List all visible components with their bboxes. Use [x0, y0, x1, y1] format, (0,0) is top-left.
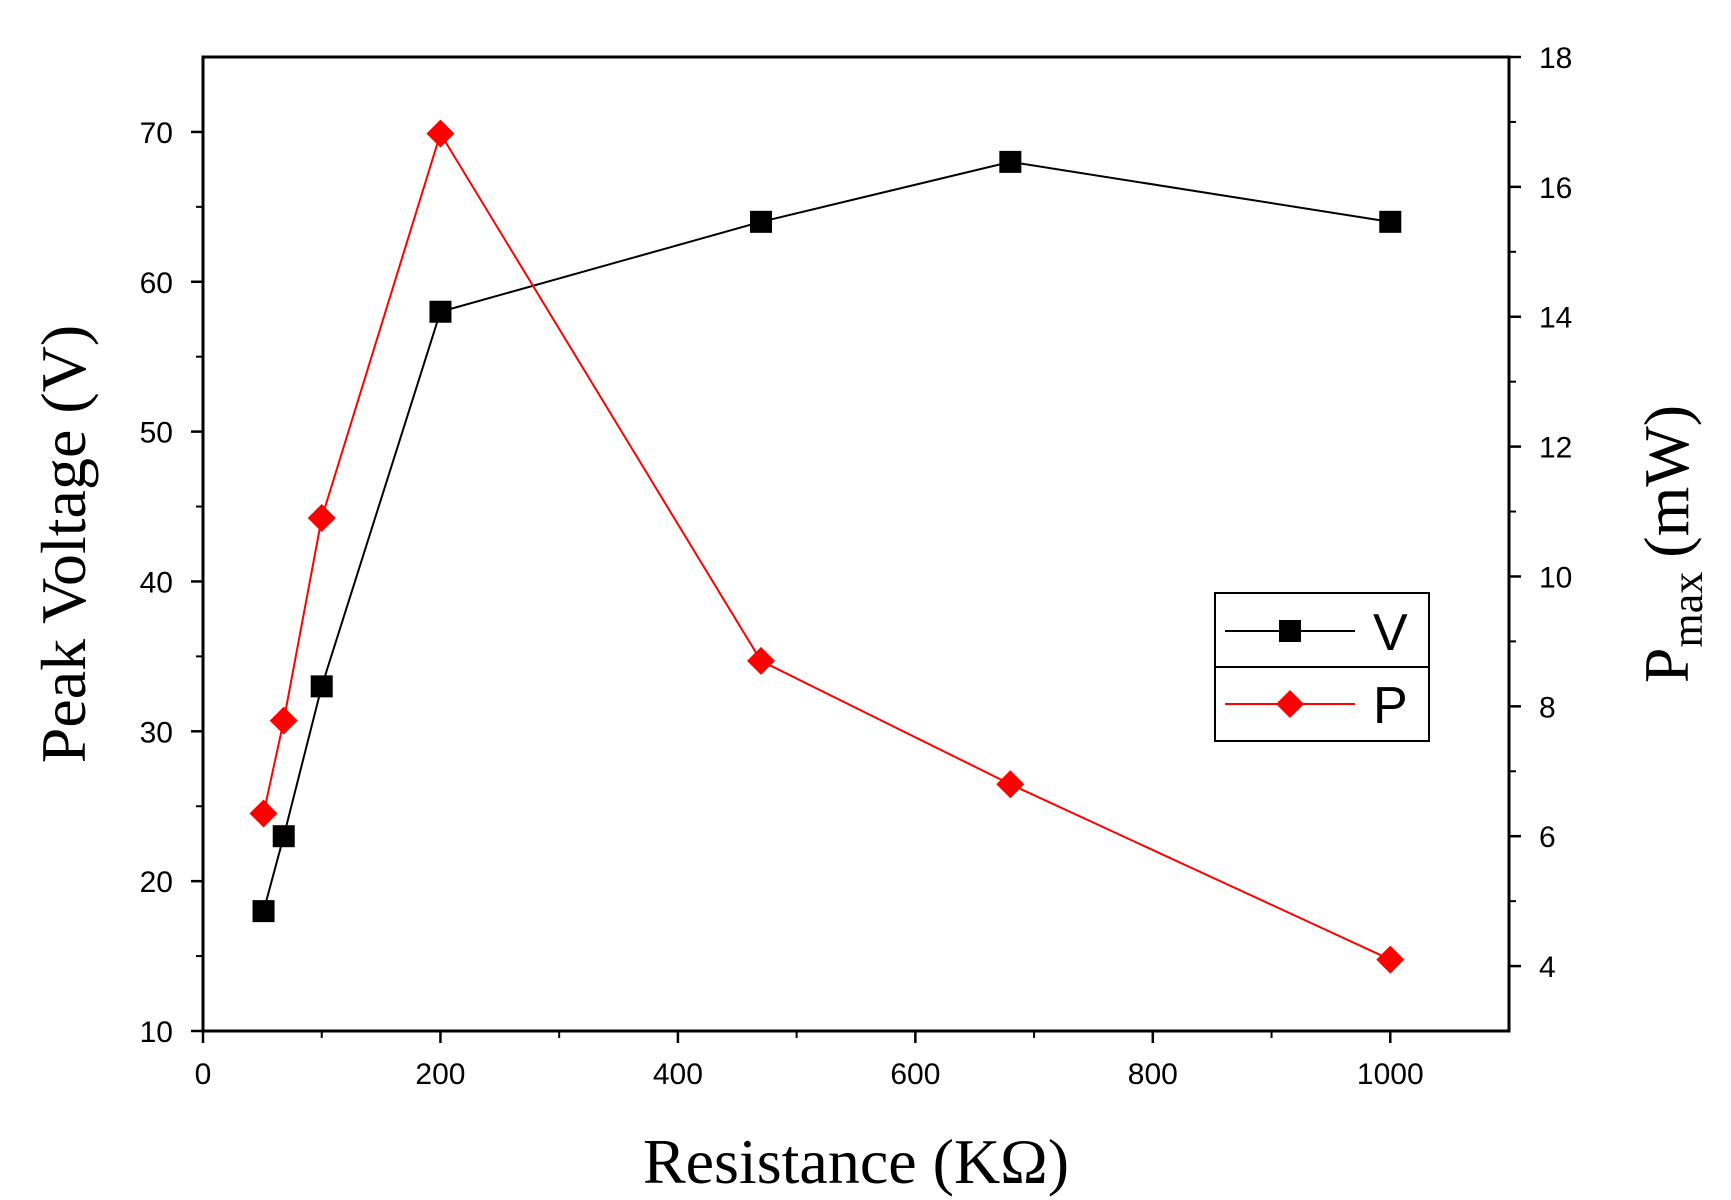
- x-tick-label: 1000: [1357, 1058, 1424, 1091]
- series-line-v: [262, 160, 1391, 912]
- data-point-v: [1379, 210, 1402, 233]
- y-left-tick-label: 20: [140, 866, 173, 899]
- legend-marker-v: [1279, 620, 1301, 642]
- y-right-title-subscript: max: [1663, 572, 1712, 648]
- y-right-tick-label: 8: [1539, 691, 1556, 724]
- data-point-p: [249, 799, 278, 828]
- y-right-title-main: P: [1631, 647, 1702, 683]
- data-point-v: [272, 825, 295, 848]
- y-right-tick-label: 4: [1539, 951, 1556, 984]
- legend: V P: [1214, 592, 1430, 742]
- x-tick-label: 200: [415, 1058, 465, 1091]
- y-right-tick-label: 6: [1539, 821, 1556, 854]
- y-right-tick-label: 14: [1539, 302, 1572, 335]
- y-right-tick-label: 10: [1539, 561, 1572, 594]
- data-point-v: [252, 900, 275, 923]
- y-left-tick-label: 60: [140, 267, 173, 300]
- legend-label-v: V: [1373, 604, 1408, 662]
- y-left-tick-label: 30: [140, 716, 173, 749]
- series-line-p: [262, 131, 1391, 961]
- y-right-tick-label: 18: [1539, 42, 1572, 75]
- data-point-p: [307, 504, 336, 533]
- x-tick-label: 600: [890, 1058, 940, 1091]
- series-layer: [249, 119, 1405, 974]
- y-left-tick-label: 40: [140, 566, 173, 599]
- x-axis-title: Resistance (KΩ): [643, 1126, 1069, 1197]
- data-point-v: [999, 150, 1022, 173]
- x-tick-label: 400: [653, 1058, 703, 1091]
- data-point-v: [310, 675, 333, 698]
- legend-marker-p: [1276, 690, 1304, 718]
- y-right-title-unit: (mW): [1631, 405, 1702, 558]
- y-right-axis-title: Pmax (mW): [1631, 405, 1712, 683]
- y-left-axis-title: Peak Voltage (V): [28, 325, 99, 763]
- data-point-p: [269, 706, 298, 735]
- data-point-p: [996, 770, 1025, 799]
- x-tick-label: 0: [195, 1058, 212, 1091]
- data-point-v: [750, 210, 773, 233]
- data-point-p: [426, 119, 455, 148]
- y-left-tick-label: 10: [140, 1016, 173, 1049]
- x-tick-label: 800: [1128, 1058, 1178, 1091]
- data-point-v: [429, 300, 452, 323]
- y-right-tick-label: 12: [1539, 432, 1572, 465]
- data-point-p: [1376, 945, 1405, 974]
- plot-frame: [201, 55, 1511, 1033]
- ticks-layer: 0 200 400 600 800 1000 10 20 30 40 50 60 70 4 6 8 10 12 14…: [140, 42, 1573, 1091]
- y-right-tick-label: 16: [1539, 172, 1572, 205]
- data-point-p: [747, 646, 776, 675]
- y-left-tick-label: 70: [140, 117, 173, 150]
- legend-label-p: P: [1373, 677, 1408, 735]
- y-left-tick-label: 50: [140, 417, 173, 450]
